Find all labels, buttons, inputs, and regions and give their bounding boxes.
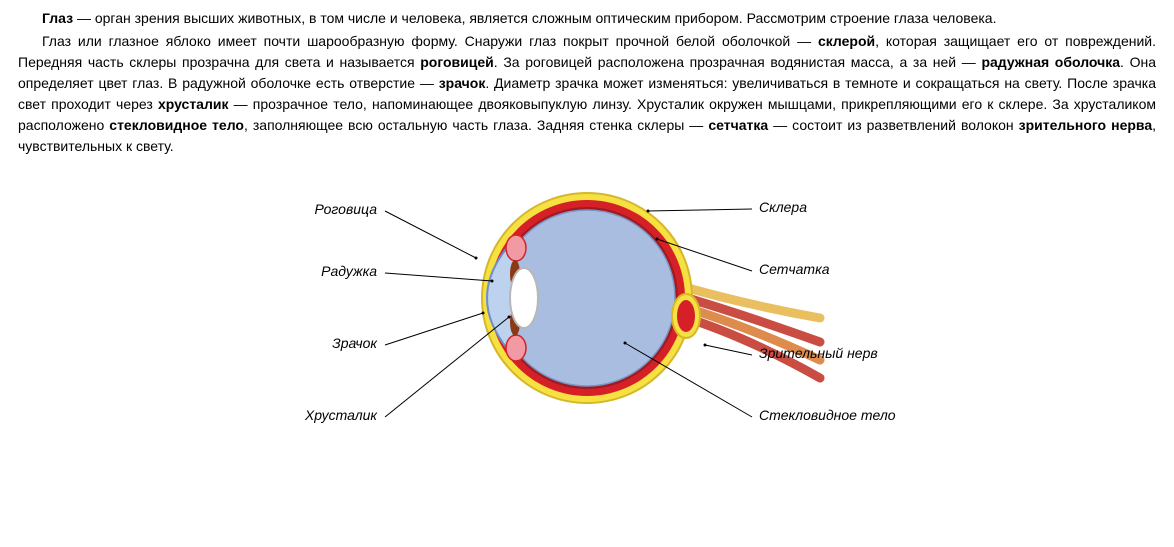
eye-diagram: Роговица Радужка Зрачок Хрусталик Склера…	[207, 163, 967, 433]
label-pupil: Зрачок	[332, 333, 377, 354]
term-sclera: склерой	[818, 33, 875, 49]
term-retina: сетчатка	[708, 117, 768, 133]
term-iris: радужная оболочка	[981, 54, 1120, 70]
p2-t3: . За роговицей расположена прозрачная во…	[494, 54, 982, 70]
intro-text: — орган зрения высших животных, в том чи…	[73, 10, 996, 26]
label-vitreous: Стекловидное тело	[759, 405, 896, 426]
term-optic-nerve: зрительного нерва	[1019, 117, 1152, 133]
label-retina: Сетчатка	[759, 259, 830, 280]
eye-diagram-wrap: Роговица Радужка Зрачок Хрусталик Склера…	[18, 163, 1156, 433]
term-vitreous: стекловидное тело	[109, 117, 244, 133]
term-glаз: Глаз	[42, 10, 73, 26]
label-cornea: Роговица	[314, 199, 377, 220]
intro-paragraph: Глаз — орган зрения высших животных, в т…	[18, 8, 1156, 29]
anatomy-paragraph: Глаз или глазное яблоко имеет почти шаро…	[18, 31, 1156, 157]
label-sclera: Склера	[759, 197, 807, 218]
label-optic-nerve: Зрительный нерв	[759, 343, 878, 364]
p2-t8: — состоит из разветвлений волокон	[768, 117, 1019, 133]
term-lens: хрусталик	[158, 96, 229, 112]
p2-t1: Глаз или глазное яблоко имеет почти шаро…	[42, 33, 818, 49]
term-cornea: роговицей	[420, 54, 494, 70]
term-pupil: зрачок	[439, 75, 486, 91]
label-iris: Радужка	[321, 261, 377, 282]
label-lens: Хрусталик	[305, 405, 377, 426]
p2-t7: , заполняющее всю остальную часть глаза.…	[244, 117, 708, 133]
